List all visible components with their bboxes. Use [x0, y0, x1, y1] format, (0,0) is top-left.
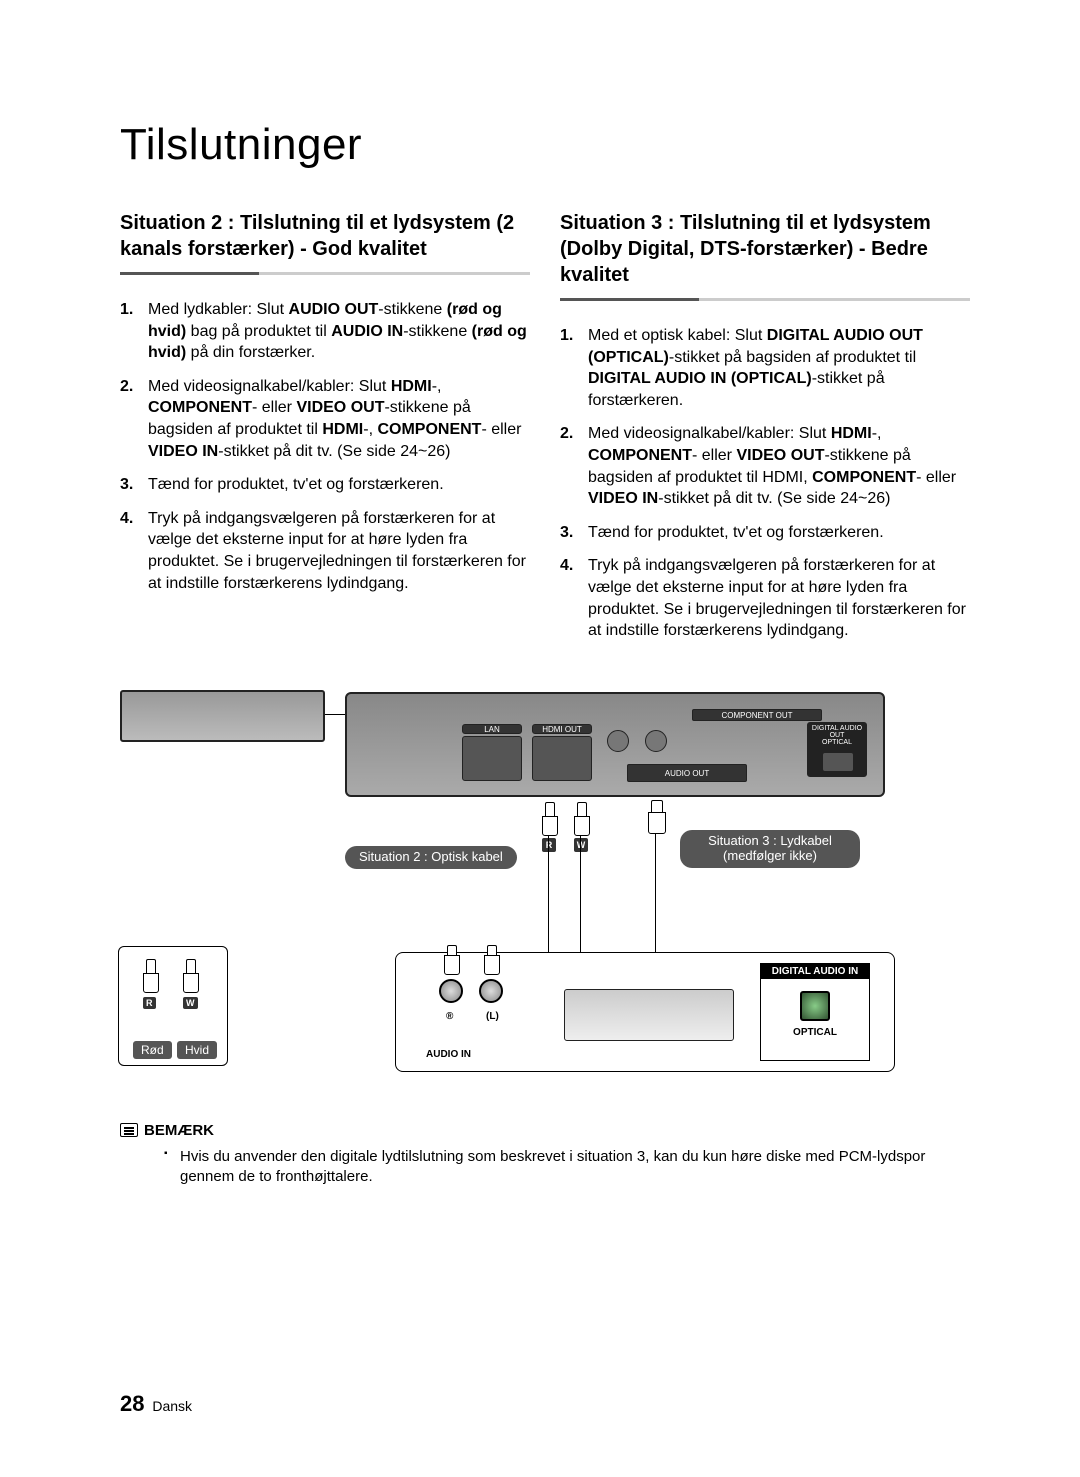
- lan-port-icon: [462, 736, 522, 781]
- key-red-label: Rød: [133, 1041, 172, 1059]
- connection-diagram: LAN HDMI OUT COMPONENT OUT AUDIO OUT DIG…: [120, 682, 970, 1092]
- audio-in-label: AUDIO IN: [426, 1049, 471, 1060]
- amplifier-back-panel: AUDIO IN DIGITAL AUDIO IN OPTICAL: [395, 952, 895, 1072]
- step: Med et optisk kabel: Slut DIGITAL AUDIO …: [560, 325, 970, 411]
- rca-port-icon: [607, 730, 629, 752]
- situation-2-steps: Med lydkabler: Slut AUDIO OUT-stikkene (…: [120, 299, 530, 594]
- optical-plug-icon: [647, 800, 665, 834]
- step: Tænd for produktet, tv'et og forstærkere…: [560, 522, 970, 544]
- situation-3-steps: Med et optisk kabel: Slut DIGITAL AUDIO …: [560, 325, 970, 642]
- wire-icon: [548, 836, 549, 952]
- situation-2-cable-label: Situation 2 : Optisk kabel: [345, 846, 517, 869]
- wire-icon: [580, 836, 581, 952]
- jack-r-label: R: [542, 838, 556, 852]
- heading-rule: [560, 298, 970, 301]
- note-list: Hvis du anvender den digitale lydtilslut…: [120, 1147, 970, 1186]
- step: Tryk på indgangsvælgeren på forstærkeren…: [560, 555, 970, 641]
- note-item: Hvis du anvender den digitale lydtilslut…: [164, 1147, 970, 1186]
- step: Med lydkabler: Slut AUDIO OUT-stikkene (…: [120, 299, 530, 364]
- situation-3-heading: Situation 3 : Tilslutning til et lydsyst…: [560, 210, 970, 288]
- jack-w-label: W: [574, 838, 588, 852]
- page-number: 28: [120, 1391, 144, 1416]
- digital-audio-in-label: DIGITAL AUDIO IN: [761, 964, 869, 979]
- player-front-icon: [120, 690, 325, 742]
- rca-socket-icon: [479, 979, 503, 1003]
- situation-2-column: Situation 2 : Tilslutning til et lydsyst…: [120, 210, 530, 654]
- key-w-label: W: [183, 997, 198, 1009]
- step: Tænd for produktet, tv'et og forstærkere…: [120, 474, 530, 496]
- rca-jack-white-icon: [572, 802, 590, 836]
- amplifier-front-icon: [564, 989, 734, 1041]
- jack-icon: [181, 959, 199, 993]
- hdmi-out-label: HDMI OUT: [532, 724, 592, 734]
- component-out-label: COMPONENT OUT: [692, 709, 822, 721]
- optical-label: OPTICAL: [761, 1027, 869, 1038]
- key-white-label: Hvid: [177, 1041, 217, 1059]
- page-title: Tilslutninger: [120, 120, 970, 170]
- rca-r-label: [446, 1011, 453, 1022]
- cable-color-key: R W Rød Hvid: [118, 946, 228, 1066]
- rca-socket-icon: [439, 979, 463, 1003]
- lan-label: LAN: [462, 724, 522, 734]
- digital-audio-out-label: DIGITAL AUDIO OUTOPTICAL: [808, 725, 866, 746]
- optical-socket-icon: [800, 991, 830, 1021]
- situation-3-column: Situation 3 : Tilslutning til et lydsyst…: [560, 210, 970, 654]
- page-language: Dansk: [152, 1398, 192, 1414]
- audio-out-label: AUDIO OUT: [627, 764, 747, 782]
- situation-2-heading: Situation 2 : Tilslutning til et lydsyst…: [120, 210, 530, 262]
- step: Med videosignalkabel/kabler: Slut HDMI-,…: [120, 376, 530, 462]
- note-label: BEMÆRK: [144, 1122, 214, 1139]
- page-footer: 28 Dansk: [120, 1391, 192, 1417]
- optical-port-icon: DIGITAL AUDIO OUTOPTICAL: [807, 722, 867, 777]
- situation-3-cable-label: Situation 3 : Lydkabel (medfølger ikke): [680, 830, 860, 868]
- note-heading: BEMÆRK: [120, 1122, 214, 1139]
- audio-in-ports: [439, 967, 509, 1027]
- content-columns: Situation 2 : Tilslutning til et lydsyst…: [120, 210, 970, 654]
- rca-l-label: [486, 1011, 499, 1022]
- rca-plug-icon: [484, 945, 498, 975]
- rca-jack-red-icon: [540, 802, 558, 836]
- note-icon: [120, 1123, 138, 1137]
- rca-port-icon: [645, 730, 667, 752]
- wire-icon: [655, 834, 656, 954]
- hdmi-port-icon: [532, 736, 592, 781]
- heading-rule: [120, 272, 530, 275]
- step: Tryk på indgangsvælgeren på forstærkeren…: [120, 508, 530, 594]
- digital-audio-in-port: DIGITAL AUDIO IN OPTICAL: [760, 963, 870, 1061]
- jack-icon: [141, 959, 159, 993]
- player-back-panel: LAN HDMI OUT COMPONENT OUT AUDIO OUT DIG…: [345, 692, 885, 797]
- step: Med videosignalkabel/kabler: Slut HDMI-,…: [560, 423, 970, 509]
- note-block: BEMÆRK Hvis du anvender den digitale lyd…: [120, 1122, 970, 1187]
- key-r-label: R: [143, 997, 156, 1009]
- rca-plug-icon: [444, 945, 458, 975]
